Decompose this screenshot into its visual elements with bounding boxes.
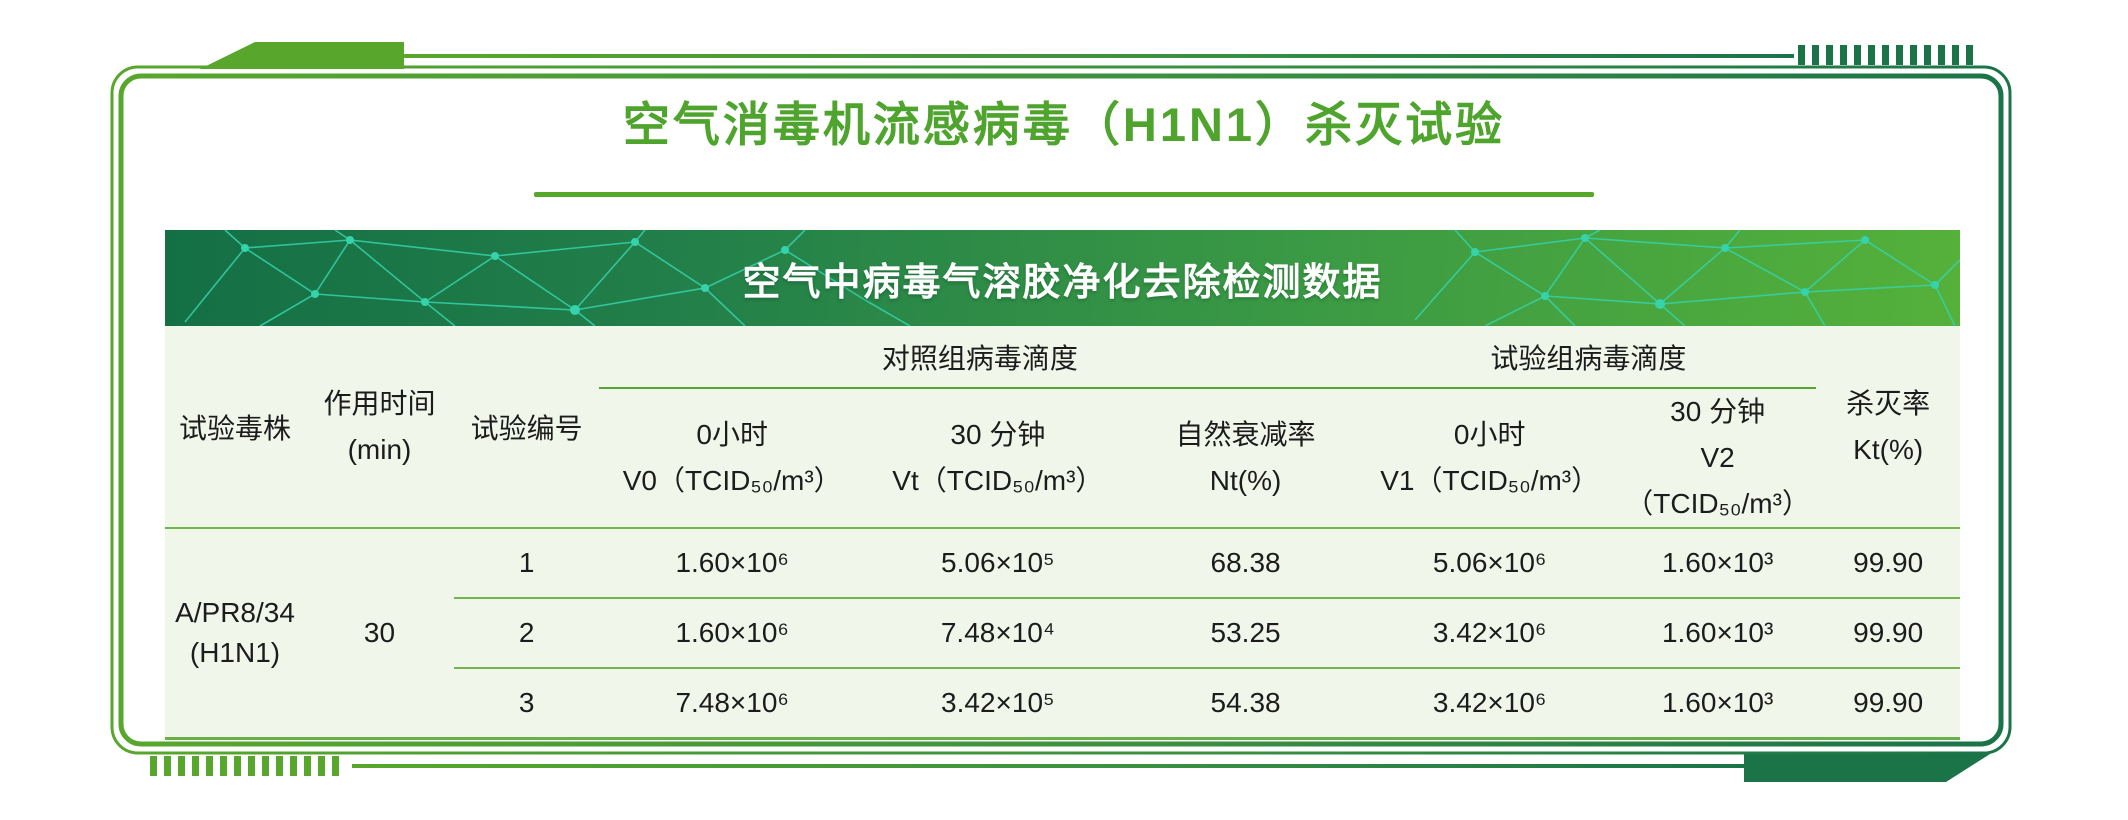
cell-kt: 99.90 <box>1816 667 1960 738</box>
corner-block-bottom-right <box>1744 754 1990 782</box>
cell-v2: 1.60×10³ <box>1618 667 1817 738</box>
page-title: 空气消毒机流感病毒（H1N1）杀灭试验 <box>622 98 1506 151</box>
subheader-vt-line1: 30 分钟 <box>950 419 1046 450</box>
cell-v2: 1.60×10³ <box>1661 547 1774 578</box>
header-test-group: 试验组病毒滴度 <box>1360 326 1817 389</box>
table-row: 3 7.48×10⁶ 3.42×10⁵ 54.38 3.42×10⁶ 1.60×… <box>165 667 1960 738</box>
header-strain: 试验毒株 <box>165 326 305 529</box>
subheader-v2-line1: 30 分钟 <box>1670 396 1766 427</box>
corner-block-top-left <box>200 42 404 69</box>
cell-trial-no: 2 <box>453 597 600 668</box>
header-control-group: 对照组病毒滴度 <box>599 326 1361 389</box>
header-duration-line2: (min) <box>347 433 412 465</box>
network-pattern-icon <box>184 230 1960 326</box>
cell-v1: 3.42×10⁶ <box>1360 667 1619 738</box>
cell-strain-line1: A/PR8/34 <box>175 596 295 628</box>
cell-v1: 3.42×10⁶ <box>1360 597 1619 668</box>
accent-line-bottom <box>352 764 1744 768</box>
cell-v0: 7.48×10⁶ <box>599 667 866 738</box>
cell-v0: 1.60×10⁶ <box>599 597 866 668</box>
dash-strip-bottom-left-icon <box>150 756 339 776</box>
subheader-v0: 0小时 V0（TCID₅₀/m³） <box>599 388 866 529</box>
frame-outer-line <box>110 65 2012 755</box>
banner-title: 空气中病毒气溶胶净化去除检测数据 <box>742 261 1383 304</box>
cell-vt: 3.42×10⁵ <box>865 667 1131 738</box>
cell-duration: 30 <box>363 616 396 648</box>
cell-nt: 54.38 <box>1130 667 1361 738</box>
table-row: A/PR8/34 (H1N1) 30 1 1.60×10⁶ 5.06×10⁵ 6… <box>165 528 1960 668</box>
cell-strain-line2: (H1N1) <box>189 636 281 668</box>
header-kill-rate-line2: Kt(%) <box>1853 433 1924 465</box>
cell-strain: A/PR8/34 (H1N1) <box>165 528 305 738</box>
cell-vt: 7.48×10⁴ <box>865 597 1131 668</box>
subheader-v1-line2: V1（TCID₅₀/m³） <box>1380 465 1600 496</box>
subheader-nt-line1: 自然衰减率 <box>1175 419 1316 450</box>
subheader-nt-line2: Nt(%) <box>1209 465 1282 496</box>
subheader-v2-line2: V2（TCID₅₀/m³） <box>1625 442 1810 519</box>
dash-strip-top-right-icon <box>1798 45 1973 65</box>
cell-kt: 99.90 <box>1853 547 1924 578</box>
header-duration: 作用时间 (min) <box>305 326 454 529</box>
cell-nt: 53.25 <box>1130 597 1361 668</box>
accent-line-top <box>404 54 1794 58</box>
cell-vt: 5.06×10⁵ <box>941 547 1055 578</box>
subheader-v0-line1: 0小时 <box>696 419 768 450</box>
virus-aerosol-data-table: 试验毒株 作用时间 (min) 试验编号 对照组病毒滴度 试验组病毒滴度 杀灭率… <box>165 326 1960 740</box>
header-duration-line1: 作用时间 <box>323 387 436 419</box>
frame-inner-line <box>118 73 2004 747</box>
cell-nt: 68.38 <box>1210 547 1281 578</box>
subheader-vt-line2: Vt（TCID₅₀/m³） <box>892 465 1104 496</box>
subheader-v1-line1: 0小时 <box>1453 419 1526 450</box>
cell-v0: 1.60×10⁶ <box>675 547 789 578</box>
cell-v1: 5.06×10⁶ <box>1432 547 1547 578</box>
title-underline <box>534 192 1594 197</box>
subheader-v1: 0小时 V1（TCID₅₀/m³） <box>1360 388 1619 529</box>
cell-trial-no: 1 <box>518 547 535 578</box>
cell-v2: 1.60×10³ <box>1618 597 1817 668</box>
table-banner: 空气中病毒气溶胶净化去除检测数据 <box>165 230 1960 326</box>
header-kill-rate-line1: 杀灭率 <box>1846 387 1931 419</box>
cell-kt: 99.90 <box>1816 597 1960 668</box>
header-trial-no: 试验编号 <box>453 326 600 529</box>
subheader-v2: 30 分钟 V2（TCID₅₀/m³） <box>1618 388 1817 529</box>
table-row: 2 1.60×10⁶ 7.48×10⁴ 53.25 3.42×10⁶ 1.60×… <box>165 597 1960 668</box>
subheader-v0-line2: V0（TCID₅₀/m³） <box>622 465 842 496</box>
header-row-groups: 试验毒株 作用时间 (min) 试验编号 对照组病毒滴度 试验组病毒滴度 杀灭率… <box>165 326 1960 529</box>
cell-trial-no: 3 <box>453 667 600 738</box>
header-kill-rate: 杀灭率 Kt(%) <box>1816 326 1960 529</box>
header-row-sub: 0小时 V0（TCID₅₀/m³） 30 分钟 Vt（TCID₅₀/m³） 自然… <box>165 388 1960 529</box>
subheader-vt: 30 分钟 Vt（TCID₅₀/m³） <box>865 388 1131 529</box>
subheader-nt: 自然衰减率 Nt(%) <box>1130 388 1361 529</box>
